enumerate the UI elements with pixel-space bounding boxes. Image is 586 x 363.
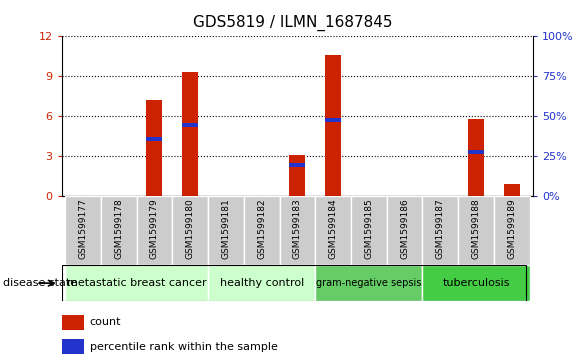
- Bar: [182, 72, 198, 196]
- Bar: [182, 123, 198, 127]
- Bar: [172, 196, 208, 265]
- Text: gram-negative sepsis: gram-negative sepsis: [316, 278, 421, 288]
- Bar: [101, 196, 137, 265]
- Bar: [458, 196, 494, 265]
- Bar: [387, 196, 423, 265]
- Bar: [146, 137, 162, 141]
- Bar: [325, 118, 341, 122]
- Text: percentile rank within the sample: percentile rank within the sample: [90, 342, 278, 352]
- Bar: [468, 119, 484, 196]
- Bar: [423, 265, 530, 301]
- Bar: [146, 100, 162, 196]
- Bar: [325, 55, 341, 196]
- Text: GSM1599178: GSM1599178: [114, 198, 123, 259]
- Bar: [315, 265, 423, 301]
- Text: GSM1599183: GSM1599183: [293, 198, 302, 259]
- Text: GSM1599189: GSM1599189: [507, 198, 516, 259]
- Text: healthy control: healthy control: [220, 278, 304, 288]
- Text: count: count: [90, 317, 121, 327]
- Text: tuberculosis: tuberculosis: [442, 278, 510, 288]
- Bar: [244, 196, 280, 265]
- Bar: [423, 196, 458, 265]
- Text: GSM1599184: GSM1599184: [329, 198, 338, 259]
- Bar: [504, 184, 520, 196]
- Bar: [280, 196, 315, 265]
- Bar: [208, 196, 244, 265]
- Text: GDS5819 / ILMN_1687845: GDS5819 / ILMN_1687845: [193, 15, 393, 31]
- Text: GSM1599181: GSM1599181: [222, 198, 230, 259]
- Text: GSM1599182: GSM1599182: [257, 198, 266, 259]
- Text: GSM1599185: GSM1599185: [364, 198, 373, 259]
- Text: GSM1599180: GSM1599180: [186, 198, 195, 259]
- Bar: [62, 315, 84, 330]
- Bar: [468, 150, 484, 154]
- Bar: [62, 339, 84, 354]
- Bar: [65, 265, 208, 301]
- Bar: [289, 155, 305, 196]
- Text: GSM1599179: GSM1599179: [150, 198, 159, 259]
- Text: GSM1599186: GSM1599186: [400, 198, 409, 259]
- Text: disease state: disease state: [3, 278, 77, 288]
- Bar: [494, 196, 530, 265]
- Text: GSM1599177: GSM1599177: [79, 198, 87, 259]
- Bar: [351, 196, 387, 265]
- Text: GSM1599188: GSM1599188: [472, 198, 481, 259]
- Text: GSM1599187: GSM1599187: [436, 198, 445, 259]
- Bar: [65, 196, 101, 265]
- Bar: [315, 196, 351, 265]
- Bar: [289, 163, 305, 167]
- Bar: [137, 196, 172, 265]
- Text: metastatic breast cancer: metastatic breast cancer: [67, 278, 206, 288]
- Bar: [208, 265, 315, 301]
